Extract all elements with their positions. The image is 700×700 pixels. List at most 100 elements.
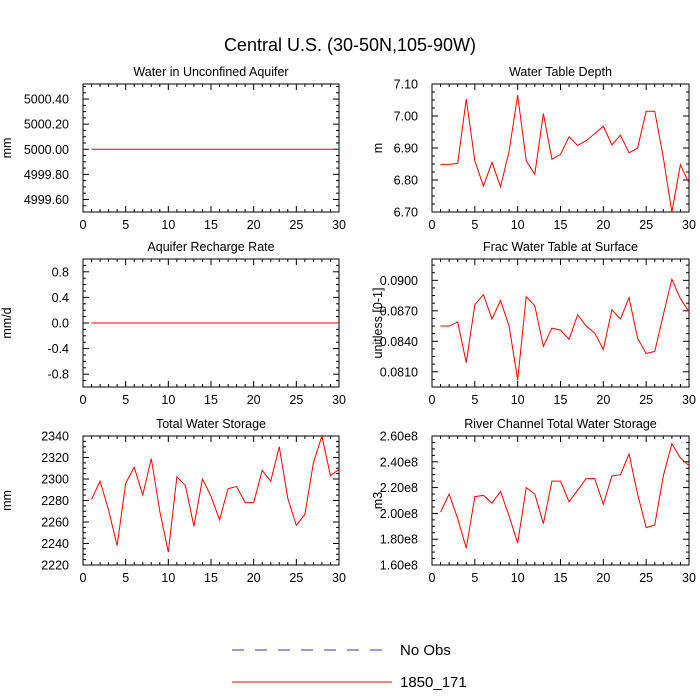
x-tick-label: 10 (161, 218, 175, 232)
x-tick-label: 10 (511, 571, 525, 585)
x-tick-label: 10 (161, 393, 175, 407)
x-tick-label: 0 (80, 393, 87, 407)
x-tick-label: 30 (332, 393, 346, 407)
legend-label: No Obs (400, 642, 451, 659)
x-tick-label: 15 (554, 218, 568, 232)
x-tick-label: 30 (682, 218, 696, 232)
x-tick-label: 15 (204, 571, 218, 585)
y-tick-label: 1.80e8 (380, 533, 418, 547)
series-line-1850-171 (440, 95, 690, 213)
plot-frame (82, 435, 340, 566)
x-tick-label: 25 (289, 571, 303, 585)
y-tick-label: 2220 (41, 559, 69, 573)
panel-title: Frac Water Table at Surface (483, 240, 638, 254)
series-line-1850-171 (91, 434, 340, 553)
legend: No Obs 1850_171 (232, 642, 467, 691)
y-axis-label: unitless [0-1] (371, 288, 385, 359)
x-tick-label: 20 (596, 218, 610, 232)
y-tick-label: 6.80 (394, 174, 418, 188)
x-tick-label: 20 (596, 393, 610, 407)
series-line-1850-171 (440, 277, 690, 380)
x-tick-label: 5 (122, 393, 129, 407)
y-tick-label: 7.10 (394, 78, 418, 92)
panel-title: Aquifer Recharge Rate (147, 240, 274, 254)
x-tick-label: 20 (247, 218, 261, 232)
legend-label: 1850_171 (400, 674, 467, 691)
panel-title: Water Table Depth (509, 65, 612, 79)
panel-title: Water in Unconfined Aquifer (133, 65, 288, 79)
x-tick-label: 10 (161, 571, 175, 585)
x-tick-label: 30 (682, 571, 696, 585)
y-tick-label: 0.0870 (380, 304, 418, 318)
y-tick-label: 0.0900 (380, 274, 418, 288)
x-tick-label: 5 (122, 571, 129, 585)
x-tick-label: 5 (471, 393, 478, 407)
x-tick-label: 25 (639, 393, 653, 407)
series-line-1850-171 (440, 442, 690, 549)
x-tick-label: 0 (429, 218, 436, 232)
y-axis-label: m (371, 143, 385, 153)
y-tick-label: 7.00 (394, 110, 418, 124)
y-tick-label: 1.60e8 (380, 559, 418, 573)
x-tick-label: 15 (554, 393, 568, 407)
plot-frame (431, 435, 690, 566)
x-tick-label: 0 (80, 218, 87, 232)
x-tick-label: 25 (639, 571, 653, 585)
x-tick-label: 20 (596, 571, 610, 585)
x-tick-label: 15 (554, 571, 568, 585)
legend-item-1850-171: 1850_171 (232, 674, 467, 691)
x-tick-label: 30 (332, 218, 346, 232)
x-tick-label: 0 (429, 571, 436, 585)
y-axis-label: mm (0, 138, 14, 159)
y-tick-label: 0.0840 (380, 335, 418, 349)
x-tick-label: 15 (204, 393, 218, 407)
x-tick-label: 20 (247, 571, 261, 585)
y-tick-label: 2.00e8 (380, 507, 418, 521)
y-tick-label: -0.8 (47, 368, 69, 382)
y-tick-label: 2340 (41, 430, 69, 444)
y-tick-label: 5000.20 (24, 118, 69, 132)
y-tick-label: -0.4 (47, 342, 69, 356)
x-tick-label: 5 (122, 218, 129, 232)
y-tick-label: 0.0 (52, 317, 69, 331)
y-axis-label: m3 (371, 492, 385, 509)
plot-frame (431, 258, 690, 388)
y-axis-label: mm (0, 490, 14, 511)
panel-aquifer-recharge-rate: Aquifer Recharge Rate 0 5 10 15 20 25 30 -0.8 -0.… (0, 240, 346, 407)
y-tick-label: 2260 (41, 516, 69, 530)
panel-grid: Water in Unconfined Aquifer 0 5 10 15 20 25 30 4… (0, 65, 696, 585)
y-tick-label: 2.60e8 (380, 430, 418, 444)
y-axis-label: mm/d (0, 307, 14, 338)
x-tick-label: 5 (471, 218, 478, 232)
y-tick-label: 2.40e8 (380, 455, 418, 469)
panel-water-in-unconfined-aquifer: Water in Unconfined Aquifer 0 5 10 15 20 25 30 4… (0, 65, 346, 232)
panel-total-water-storage: Total Water Storage 0 5 10 15 20 25 30 2220 2240 2… (0, 417, 346, 585)
panel-river-channel-total-water-storage: River Channel Total Water Storage 0 5 10 15 2… (371, 417, 696, 585)
panel-water-table-depth: Water Table Depth 0 5 10 15 20 25 30 6.70 6.80 6.9… (371, 65, 696, 232)
y-tick-label: 2240 (41, 537, 69, 551)
plot-frame (82, 83, 340, 213)
y-tick-label: 0.4 (52, 291, 69, 305)
x-tick-label: 10 (511, 393, 525, 407)
y-tick-label: 2300 (41, 473, 69, 487)
x-tick-label: 15 (204, 218, 218, 232)
y-tick-label: 0.8 (52, 265, 69, 279)
figure-title: Central U.S. (30-50N,105-90W) (224, 35, 476, 55)
x-tick-label: 10 (511, 218, 525, 232)
x-tick-label: 20 (247, 393, 261, 407)
x-tick-label: 30 (682, 393, 696, 407)
x-tick-label: 25 (289, 218, 303, 232)
y-tick-label: 2320 (41, 451, 69, 465)
y-tick-label: 2.20e8 (380, 481, 418, 495)
plot-frame (431, 83, 690, 213)
y-tick-label: 2280 (41, 494, 69, 508)
y-tick-label: 6.90 (394, 142, 418, 156)
x-tick-label: 0 (429, 393, 436, 407)
y-tick-label: 5000.40 (24, 93, 69, 107)
y-tick-label: 0.0810 (380, 365, 418, 379)
panel-frac-water-table-at-surface: Frac Water Table at Surface 0 5 10 15 20 25 30 0… (371, 240, 696, 407)
y-tick-label: 4999.80 (24, 168, 69, 182)
y-tick-label: 6.70 (394, 206, 418, 220)
x-tick-label: 30 (332, 571, 346, 585)
